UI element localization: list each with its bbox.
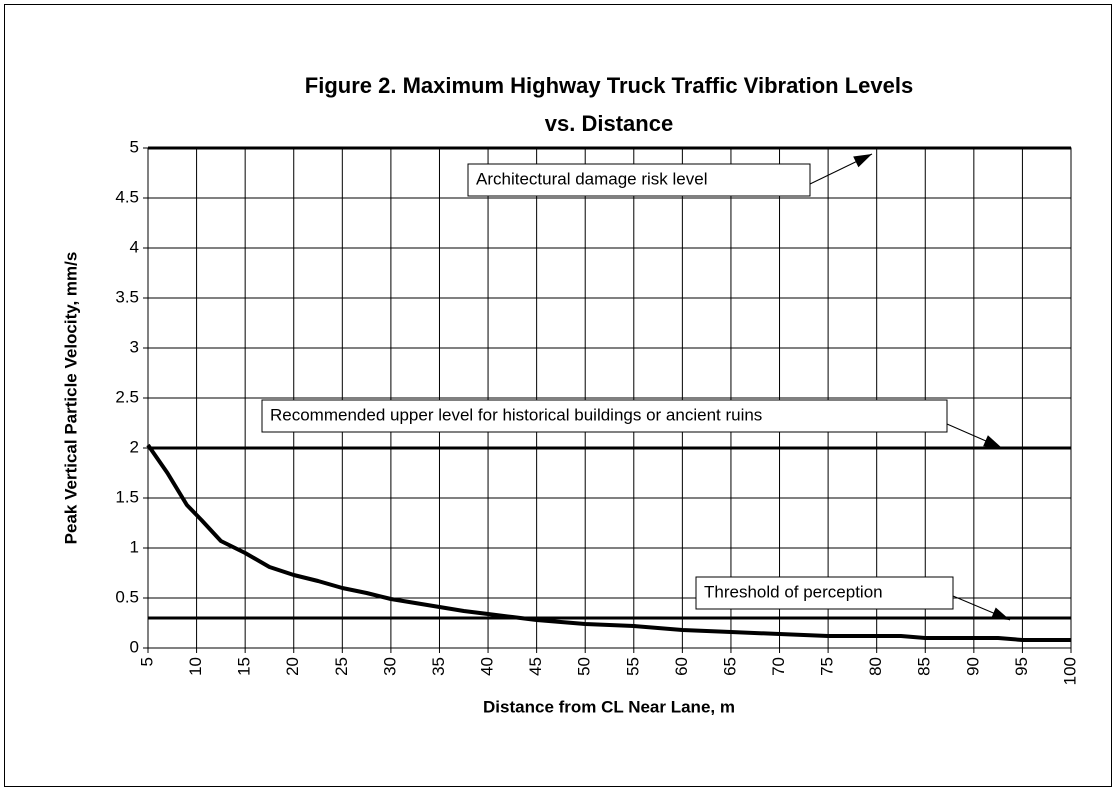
annotation: Recommended upper level for historical b…	[270, 405, 762, 424]
x-tick-label: 5	[137, 657, 156, 666]
x-tick-label: 70	[769, 657, 788, 676]
annotation-box	[261, 399, 948, 433]
y-tick-label: 1.5	[115, 487, 139, 506]
y-tick-label: 2	[130, 437, 139, 456]
x-tick-label: 100	[1060, 657, 1079, 685]
x-tick-label: 25	[332, 657, 351, 676]
x-tick-label: 80	[866, 657, 885, 676]
x-axis-label: Distance from CL Near Lane, m	[483, 697, 735, 716]
x-tick-label: 60	[672, 657, 691, 676]
x-tick-label: 15	[235, 657, 254, 676]
x-tick-label: 75	[818, 657, 837, 676]
x-tick-label: 55	[623, 657, 642, 676]
annotation-box	[467, 163, 811, 197]
arrowhead	[991, 607, 1010, 620]
y-axis-label: Peak Vertical Particle Velocity, mm/s	[61, 252, 80, 545]
y-tick-label: 3	[130, 337, 139, 356]
chart-title: vs. Distance	[545, 111, 673, 136]
x-tick-label: 90	[963, 657, 982, 676]
arrowhead	[983, 435, 1002, 448]
y-tick-label: 0.5	[115, 587, 139, 606]
x-tick-label: 20	[283, 657, 302, 676]
x-tick-label: 40	[478, 657, 497, 676]
y-tick-label: 4.5	[115, 187, 139, 206]
x-tick-label: 95	[1012, 657, 1031, 676]
annotation: Threshold of perception	[704, 582, 883, 601]
x-tick-label: 10	[186, 657, 205, 676]
data-line	[146, 443, 1071, 642]
y-tick-label: 1	[130, 537, 139, 556]
y-tick-label: 5	[130, 137, 139, 156]
arrowhead	[853, 154, 872, 168]
y-tick-label: 3.5	[115, 287, 139, 306]
y-tick-label: 0	[130, 637, 139, 656]
y-tick-label: 4	[130, 237, 139, 256]
x-tick-label: 30	[380, 657, 399, 676]
x-tick-label: 45	[526, 657, 545, 676]
chart-title: Figure 2. Maximum Highway Truck Traffic …	[305, 73, 913, 98]
y-tick-label: 2.5	[115, 387, 139, 406]
x-tick-label: 65	[720, 657, 739, 676]
annotation-box	[695, 576, 954, 610]
x-tick-label: 85	[915, 657, 934, 676]
x-tick-label: 35	[429, 657, 448, 676]
annotation: Architectural damage risk level	[476, 169, 707, 188]
x-tick-label: 50	[575, 657, 594, 676]
